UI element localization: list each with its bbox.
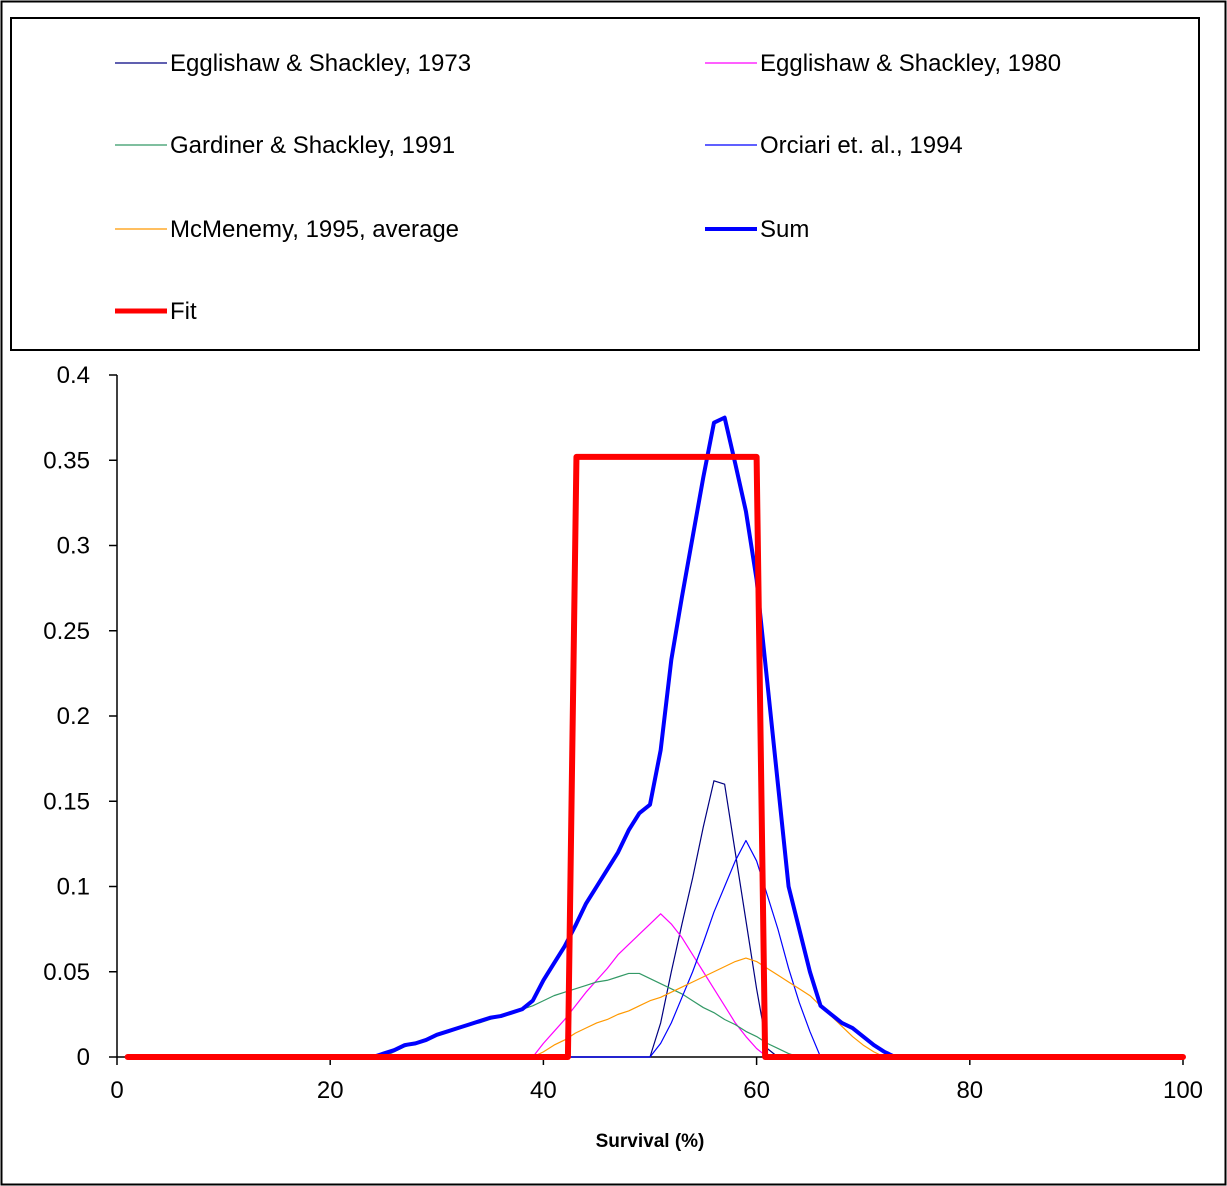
y-tick-label: 0.35 [43,447,90,474]
legend-label-0: Egglishaw & Shackley, 1973 [170,50,471,77]
x-tick-label: 60 [743,1077,770,1104]
y-tick-label: 0 [77,1044,90,1071]
y-tick-label: 0.05 [43,959,90,986]
x-tick-label: 100 [1163,1077,1203,1104]
plot-area [124,415,1186,1060]
legend-label-3: Orciari et. al., 1994 [760,132,963,159]
y-tick-label: 0.1 [57,874,90,901]
series-line-5 [125,415,1185,1059]
y-tick-label: 0.15 [43,788,90,815]
series-line-3 [127,839,1184,1058]
x-tick-label: 0 [110,1077,123,1104]
series-line-6 [124,453,1186,1060]
x-tick-label: 20 [317,1077,344,1104]
y-tick-label: 0.25 [43,618,90,645]
x-tick-label: 40 [530,1077,557,1104]
legend-label-1: Egglishaw & Shackley, 1980 [760,50,1061,77]
legend-label-5: Sum [760,216,809,243]
x-axis-label: Survival (%) [596,1131,705,1152]
y-tick-label: 0.4 [57,362,90,389]
legend-label-4: McMenemy, 1995, average [170,216,459,243]
y-tick-label: 0.2 [57,703,90,730]
legend: Egglishaw & Shackley, 1973 Egglishaw & Sh… [115,50,1061,325]
x-tick-label: 80 [956,1077,983,1104]
legend-box [10,17,1200,351]
legend-label-2: Gardiner & Shackley, 1991 [170,132,455,159]
series-line-1 [127,913,1184,1058]
legend-label-6: Fit [170,298,197,325]
y-tick-label: 0.3 [57,533,90,560]
